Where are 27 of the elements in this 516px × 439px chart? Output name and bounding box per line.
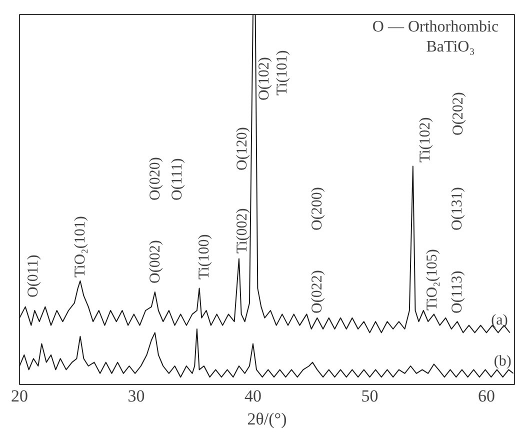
- x-axis-title: 2θ/(°): [247, 410, 287, 428]
- annotation: O(002): [148, 240, 164, 284]
- annotation: O(011): [26, 254, 42, 298]
- annotation: O(020): [148, 157, 164, 200]
- x-tick-label: 40: [244, 386, 262, 406]
- series-label: (a): [491, 312, 508, 329]
- annotation: O(120): [234, 127, 250, 170]
- annotation: O(113): [450, 270, 466, 314]
- annotation: O(102): [256, 57, 272, 100]
- x-tick-label: 50: [361, 386, 378, 406]
- annotation: O(131): [450, 187, 466, 230]
- annotation: Ti(102): [418, 117, 434, 162]
- x-tick-label: 20: [11, 386, 28, 406]
- x-tick-label: 30: [128, 386, 145, 406]
- annotation: Ti(002): [234, 208, 250, 254]
- annotation: O(022): [310, 270, 326, 314]
- annotation: TiO₂(101): [72, 216, 88, 278]
- annotation: Ti(101): [274, 50, 290, 96]
- annotation: O(202): [450, 92, 466, 136]
- annotation: BaTiO₃: [426, 38, 475, 56]
- annotation: O — Orthorhombic: [372, 18, 499, 36]
- annotation: O(111): [170, 158, 186, 200]
- series-label: (b): [494, 353, 512, 370]
- x-tick-label: 60: [478, 386, 495, 406]
- annotation: Ti(100): [196, 234, 212, 280]
- annotation: TiO₂(105): [424, 249, 440, 310]
- annotation: O(200): [310, 187, 326, 230]
